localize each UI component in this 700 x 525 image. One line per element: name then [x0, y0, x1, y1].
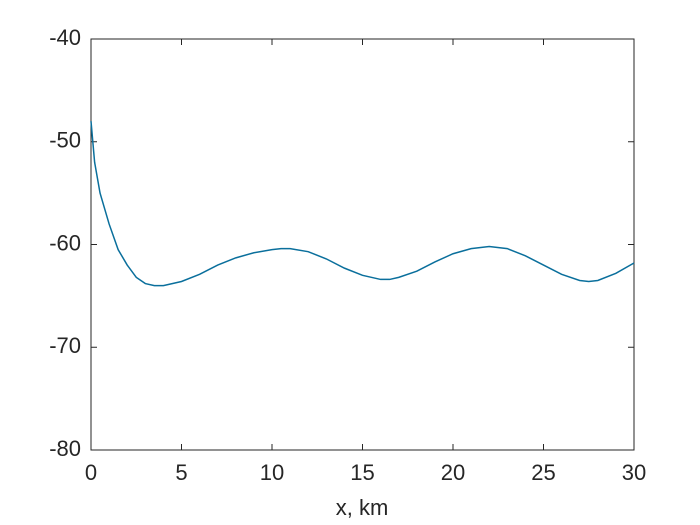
- data-line: [90, 121, 635, 287]
- x-tick-label: 0: [85, 460, 97, 485]
- y-tick-label: -70: [49, 333, 81, 358]
- y-tick-label: -80: [49, 436, 81, 461]
- x-tick-label: 15: [350, 460, 374, 485]
- x-tick-label: 10: [260, 460, 284, 485]
- y-tick-label: -50: [49, 128, 81, 153]
- plot-frame: [90, 38, 635, 451]
- y-tick-label: -60: [49, 230, 81, 255]
- x-tick-label: 5: [175, 460, 187, 485]
- y-tick-label: -40: [49, 25, 81, 50]
- x-axis-label: x, km: [336, 495, 389, 520]
- x-tick-label: 20: [441, 460, 465, 485]
- x-tick-label: 30: [622, 460, 646, 485]
- x-tick-label: 25: [531, 460, 555, 485]
